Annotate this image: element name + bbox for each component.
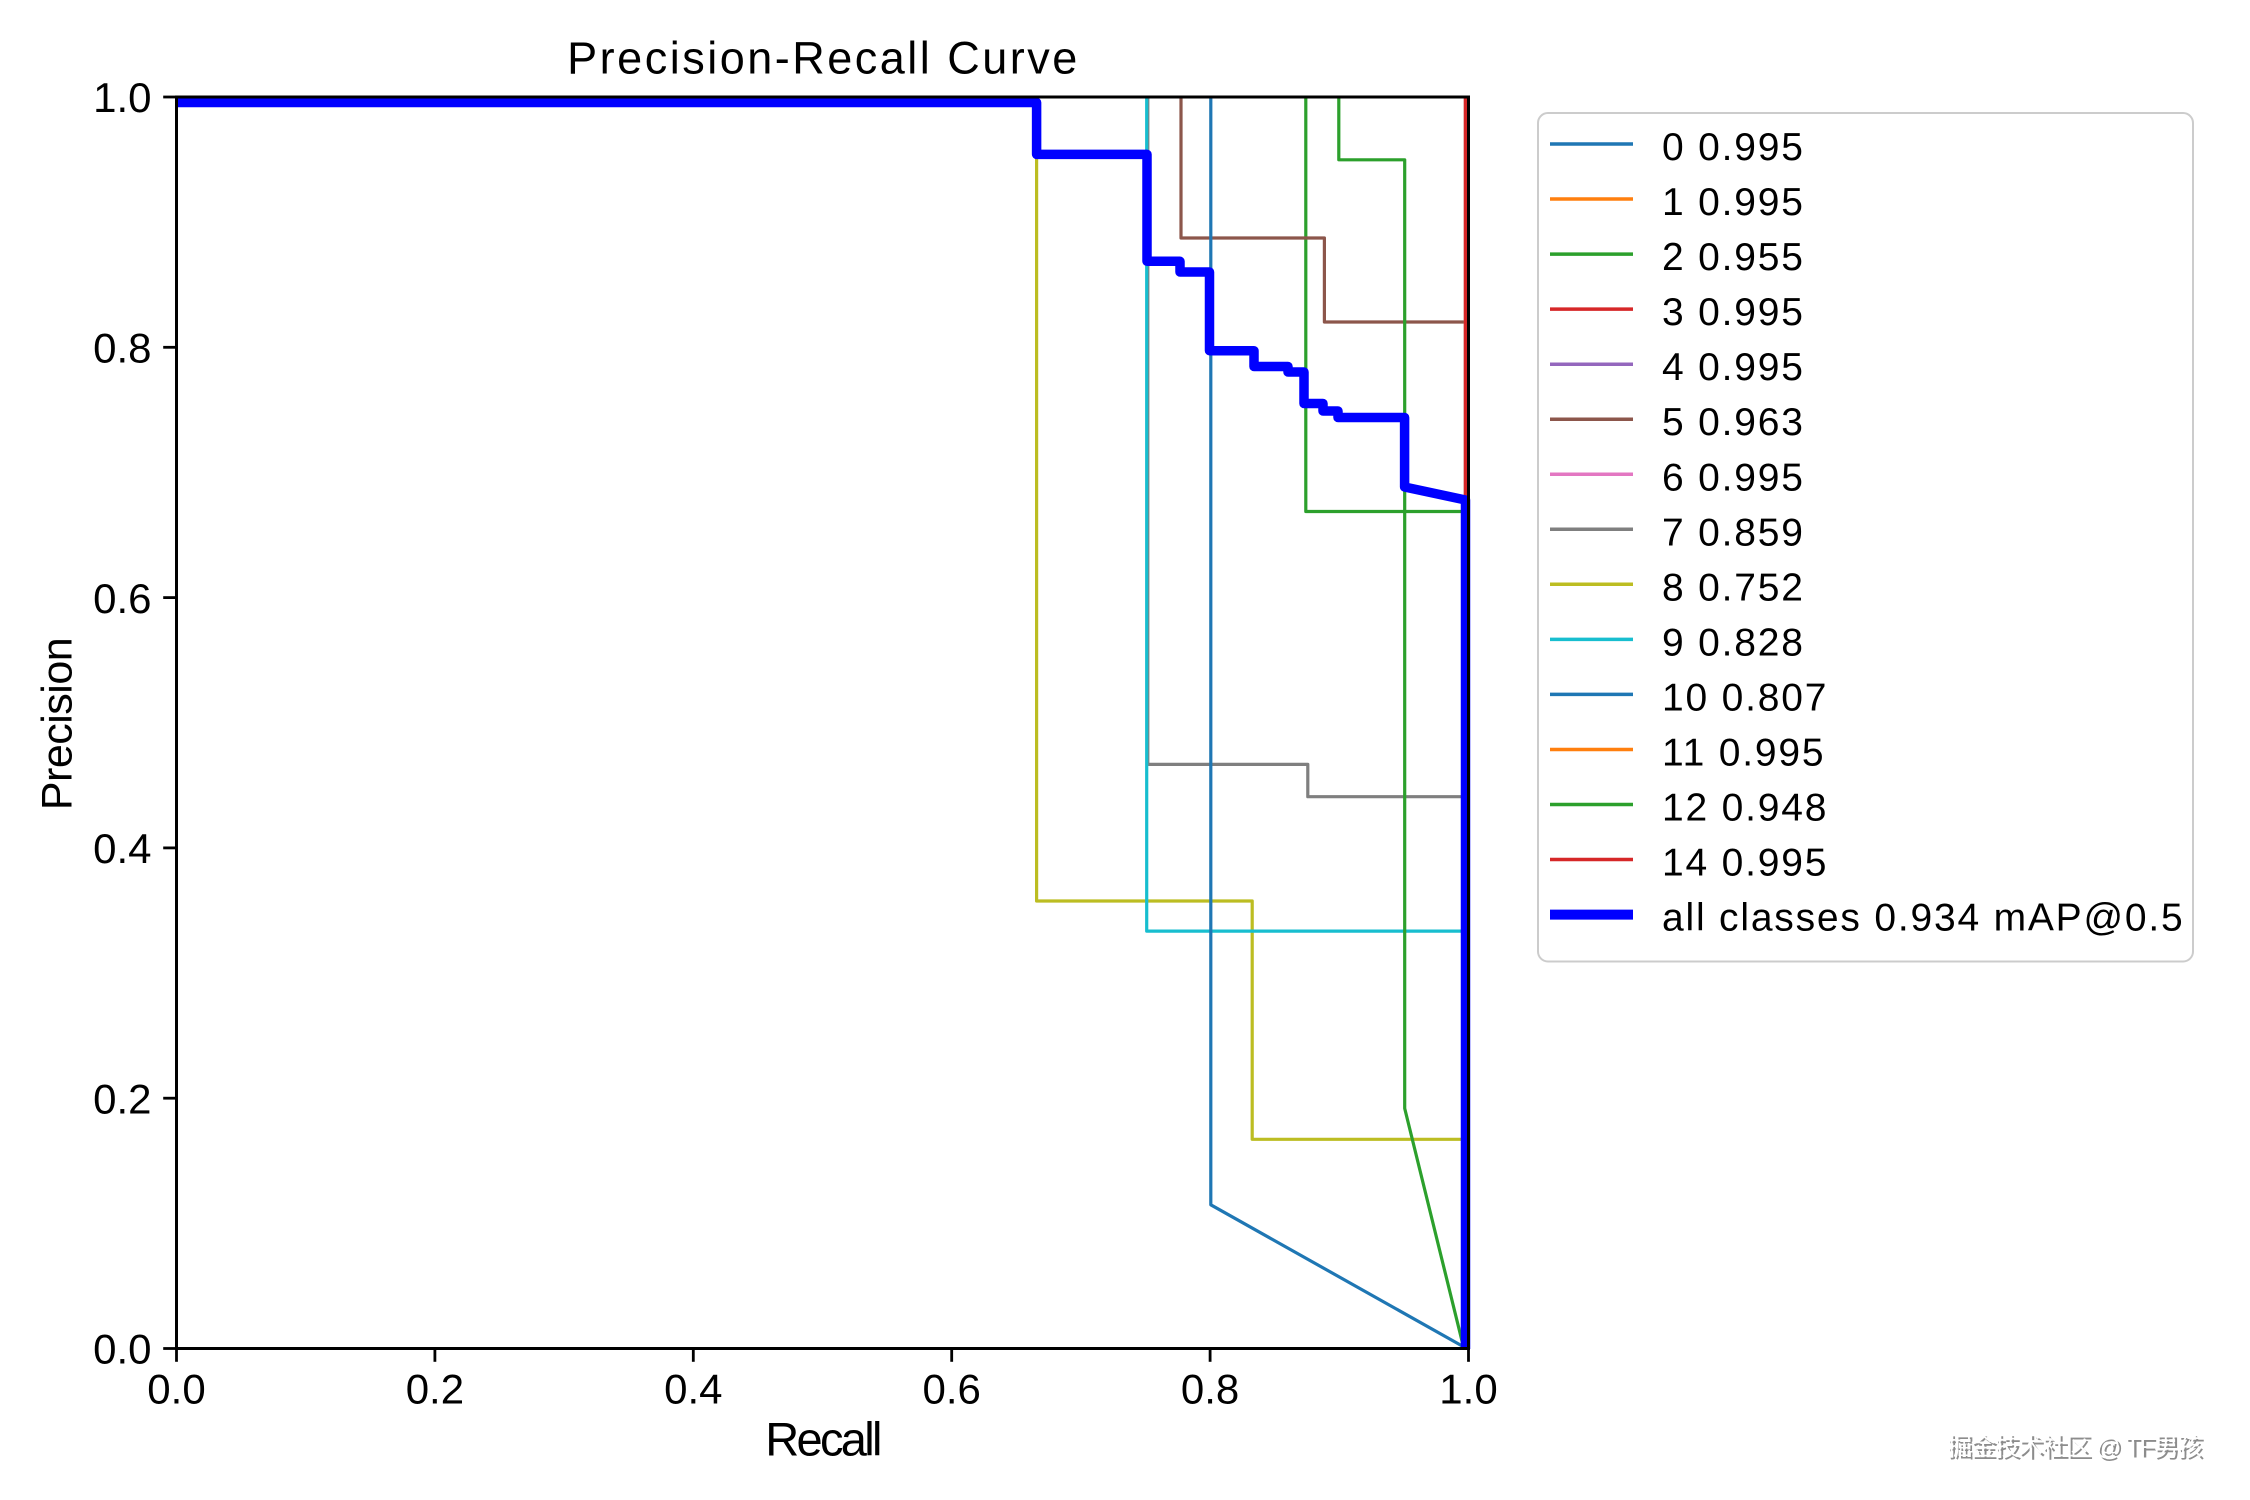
svg-text:0.6: 0.6 (93, 575, 151, 622)
svg-text:0.2: 0.2 (406, 1366, 464, 1413)
svg-text:6 0.995: 6 0.995 (1662, 456, 1805, 499)
svg-text:0.2: 0.2 (93, 1075, 151, 1122)
svg-text:9 0.828: 9 0.828 (1662, 621, 1805, 664)
svg-text:1.0: 1.0 (93, 74, 151, 121)
svg-text:1.0: 1.0 (1439, 1366, 1497, 1413)
svg-text:0.8: 0.8 (1181, 1366, 1239, 1413)
svg-text:1 0.995: 1 0.995 (1662, 181, 1805, 224)
svg-text:0.4: 0.4 (664, 1366, 722, 1413)
svg-text:4 0.995: 4 0.995 (1662, 346, 1805, 389)
svg-text:掘金技术社区 @ TF男孩: 掘金技术社区 @ TF男孩 (1947, 1433, 2201, 1461)
svg-text:8 0.752: 8 0.752 (1662, 566, 1805, 609)
svg-text:5 0.963: 5 0.963 (1662, 401, 1805, 444)
svg-text:2 0.955: 2 0.955 (1662, 236, 1805, 279)
svg-text:0.4: 0.4 (93, 825, 151, 872)
svg-text:7 0.859: 7 0.859 (1662, 511, 1805, 554)
svg-text:Recall: Recall (765, 1413, 880, 1466)
svg-text:Precision: Precision (34, 638, 82, 810)
svg-text:11 0.995: 11 0.995 (1662, 732, 1825, 775)
svg-text:10 0.807: 10 0.807 (1662, 676, 1828, 719)
svg-text:0.0: 0.0 (93, 1326, 151, 1373)
svg-text:0.6: 0.6 (923, 1366, 981, 1413)
svg-text:掘金技术社区 @ TF男孩: 掘金技术社区 @ TF男孩 (1949, 1436, 2203, 1464)
svg-text:0.8: 0.8 (93, 325, 151, 372)
svg-text:12 0.948: 12 0.948 (1662, 787, 1828, 830)
svg-text:0 0.995: 0 0.995 (1662, 126, 1805, 169)
svg-text:Precision-Recall Curve: Precision-Recall Curve (567, 33, 1080, 84)
svg-text:14 0.995: 14 0.995 (1662, 842, 1828, 885)
svg-text:all classes 0.934 mAP@0.5: all classes 0.934 mAP@0.5 (1662, 897, 2184, 940)
svg-text:3 0.995: 3 0.995 (1662, 291, 1805, 334)
svg-text:0.0: 0.0 (147, 1366, 205, 1413)
